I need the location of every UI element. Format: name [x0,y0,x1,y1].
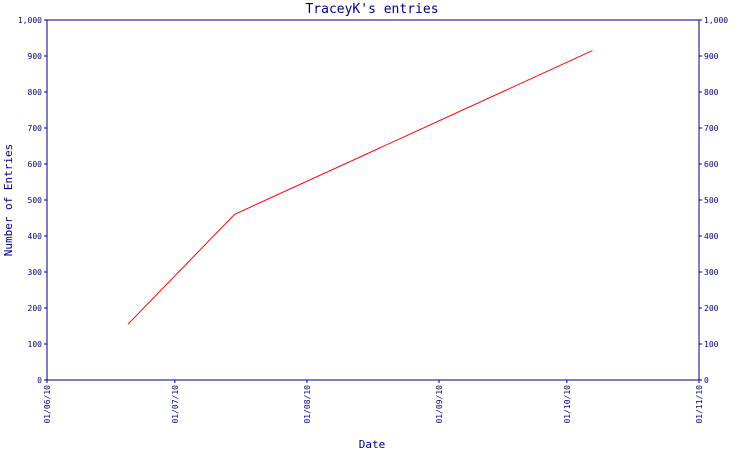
x-axis-label: Date [359,438,386,450]
chart-title: TraceyK's entries [305,2,438,17]
y-tick-label-right: 900 [704,52,719,61]
y-tick-label-left: 900 [28,52,43,61]
y-tick-label-left: 200 [28,304,43,313]
y-axis-left: 0 100 200 300 400 500 600 700 800 900 1,000 [18,16,47,385]
y-axis-right: 0 100 200 300 400 500 600 700 800 900 1,000 [699,16,728,385]
x-tick-label: 01/11/10 [695,385,704,424]
y-tick-label-left: 500 [28,196,43,205]
x-tick-label: 01/10/10 [563,385,572,424]
y-tick-label-right: 300 [704,268,719,277]
y-tick-label-right: 800 [704,88,719,97]
y-tick-label-left: 400 [28,232,43,241]
series-line [127,50,593,325]
y-tick-label-left: 100 [28,340,43,349]
y-tick-label-left: 600 [28,160,43,169]
series-layer [127,50,593,325]
y-tick-label-right: 0 [704,376,709,385]
x-tick-label: 01/08/10 [303,385,312,424]
y-tick-label-left: 700 [28,124,43,133]
y-tick-label-right: 600 [704,160,719,169]
y-tick-label-right: 1,000 [704,16,728,25]
y-tick-label-right: 500 [704,196,719,205]
y-axis-label: Number of Entries [2,144,15,257]
y-tick-label-right: 200 [704,304,719,313]
x-tick-label: 01/07/10 [171,385,180,424]
x-axis: 01/06/10 01/07/10 01/08/10 01/09/10 01/10/10… [43,380,704,424]
y-tick-label-right: 700 [704,124,719,133]
y-tick-label-left: 300 [28,268,43,277]
x-tick-label: 01/06/10 [43,385,52,424]
y-tick-label-left: 1,000 [18,16,42,25]
y-tick-label-left: 800 [28,88,43,97]
y-tick-label-right: 100 [704,340,719,349]
y-tick-label-left: 0 [37,376,42,385]
y-tick-label-right: 400 [704,232,719,241]
x-tick-label: 01/09/10 [435,385,444,424]
